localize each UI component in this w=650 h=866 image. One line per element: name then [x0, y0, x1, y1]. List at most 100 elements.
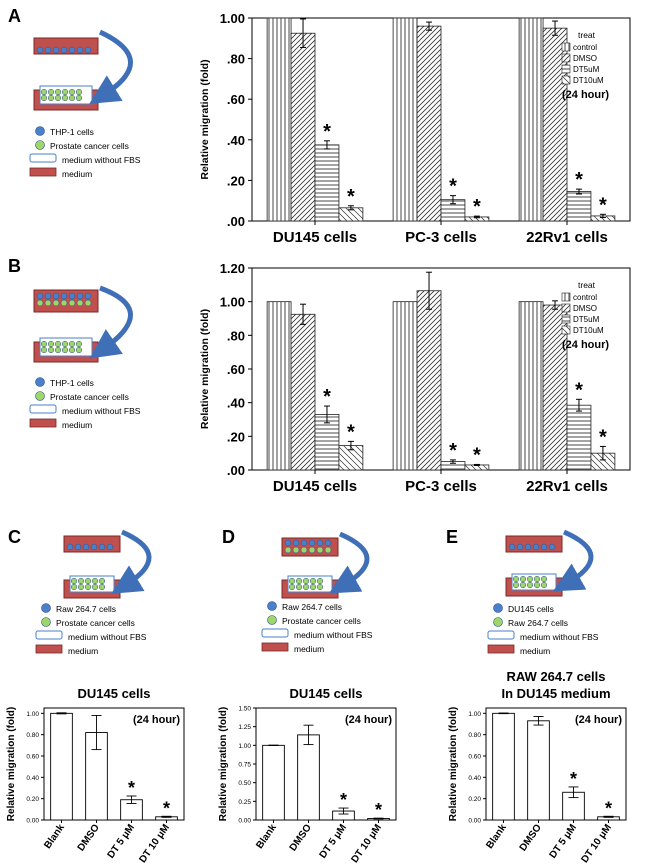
y-tick-label: 0.25	[238, 799, 251, 806]
y-tick-label: .00	[227, 463, 245, 478]
cell-dot	[60, 299, 68, 307]
x-tick-label: Blank	[484, 822, 509, 851]
cell-dot	[548, 543, 556, 551]
cell-dot	[308, 539, 316, 547]
legend-dot-icon	[35, 126, 45, 136]
significance-star: *	[347, 421, 355, 443]
legend-label: medium without FBS	[294, 630, 373, 640]
y-tick-label: 1.25	[238, 724, 251, 731]
legend-dot-icon	[35, 140, 45, 150]
chart-panel-a: .00 .20 .40 .60 .80 1.00 Relative migration (f…	[199, 11, 631, 246]
legend-red-box-icon	[261, 642, 289, 652]
bar-DMSO	[290, 32, 316, 222]
transwell-well	[281, 575, 339, 599]
y-tick-label: 0.00	[26, 818, 39, 825]
cell-dot	[36, 292, 44, 300]
y-tick-label: .60	[227, 362, 245, 377]
curved-arrow-icon	[89, 285, 133, 359]
panel-letter-c: C	[8, 527, 21, 547]
insert-membrane	[39, 85, 93, 105]
x-tick-label: DT 5 μM	[548, 822, 579, 860]
legend-swatch	[561, 303, 571, 313]
x-tick-label: 22Rv1 cells	[526, 478, 608, 495]
cell-dot	[61, 340, 69, 348]
y-tick-label: .00	[227, 214, 245, 229]
cell-dot	[316, 546, 324, 554]
transwell-well	[33, 337, 99, 363]
bar	[492, 712, 515, 821]
legend-label: Prostate cancer cells	[282, 616, 361, 626]
cell-dot	[47, 94, 55, 102]
significance-star: *	[323, 121, 331, 143]
cell-dot	[76, 299, 84, 307]
cell-dot	[44, 292, 52, 300]
bar-control	[266, 301, 292, 471]
cell-dot	[75, 340, 83, 348]
significance-star: *	[570, 769, 577, 789]
legend-label: medium	[68, 646, 98, 656]
bar-control	[266, 17, 292, 222]
transwell-insert	[33, 37, 99, 55]
significance-star: *	[163, 798, 170, 818]
y-tick-label: 1.00	[468, 711, 481, 718]
legend-label: medium without FBS	[68, 632, 147, 642]
x-tick-label: DT 5 μM	[318, 822, 349, 860]
insert-membrane	[287, 575, 333, 593]
y-tick-label: 1.20	[220, 261, 245, 276]
y-tick-label: 0.75	[238, 762, 251, 769]
legend-label: Raw 264.7 cells	[282, 602, 342, 612]
cell-dot	[54, 340, 62, 348]
significance-star: *	[599, 426, 607, 448]
legend-red-box-icon	[29, 167, 57, 177]
legend-dot-icon	[267, 615, 277, 625]
cell-dot	[40, 346, 48, 354]
legend-swatch	[561, 314, 571, 324]
cell-dot	[70, 577, 78, 585]
cell-dot	[54, 346, 62, 354]
panel-letter-e: E	[446, 527, 458, 547]
cell-dot	[84, 577, 92, 585]
cell-dot	[68, 292, 76, 300]
transwell-well	[505, 573, 563, 597]
bar-DT5uM	[566, 191, 592, 222]
cell-dot	[295, 577, 303, 585]
legend-label: medium without FBS	[520, 632, 599, 642]
legend-entry: DT5uM	[573, 65, 600, 74]
cell-dot	[91, 577, 99, 585]
legend-open-box-icon	[29, 404, 57, 414]
cell-dot	[61, 88, 69, 96]
cell-dot	[52, 46, 60, 54]
y-tick-label: 0.00	[468, 818, 481, 825]
bar-DT5uM	[566, 404, 592, 471]
cell-dot	[68, 346, 76, 354]
cell-dot	[284, 539, 292, 547]
chart-panel-c: DU145 cells 0.00 0.20 0.40 0.60 0.80 1.00 Relat…	[6, 686, 185, 865]
chart-panel-e: RAW 264.7 cells In DU145 medium 0.00 0.20 0.…	[448, 669, 627, 865]
cell-dot	[68, 299, 76, 307]
cell-dot	[316, 583, 324, 591]
significance-star: *	[473, 196, 481, 218]
cell-dot	[40, 88, 48, 96]
cell-dot	[540, 543, 548, 551]
transwell-insert	[281, 537, 339, 557]
cell-dot	[40, 340, 48, 348]
cell-dot	[524, 543, 532, 551]
y-tick-label: 0.40	[26, 775, 39, 782]
significance-star: *	[575, 379, 583, 401]
significance-star: *	[575, 169, 583, 191]
cell-dot	[508, 543, 516, 551]
y-axis-label: Relative migration (fold)	[218, 707, 229, 821]
schematic-layer: THP-1 cells Prostate cancer cells medium w…	[29, 29, 599, 656]
bar	[262, 744, 285, 821]
legend-label: Prostate cancer cells	[50, 392, 129, 402]
legend-entry: control	[573, 43, 597, 52]
cell-dot	[44, 46, 52, 54]
cell-dot	[288, 583, 296, 591]
cell-dot	[61, 346, 69, 354]
legend-red-box-icon	[29, 418, 57, 428]
legend-red-box-icon	[487, 644, 515, 654]
y-axis-label: Relative migration (fold)	[6, 707, 17, 821]
bar-DMSO	[416, 25, 442, 222]
legend-dot-icon	[35, 377, 45, 387]
